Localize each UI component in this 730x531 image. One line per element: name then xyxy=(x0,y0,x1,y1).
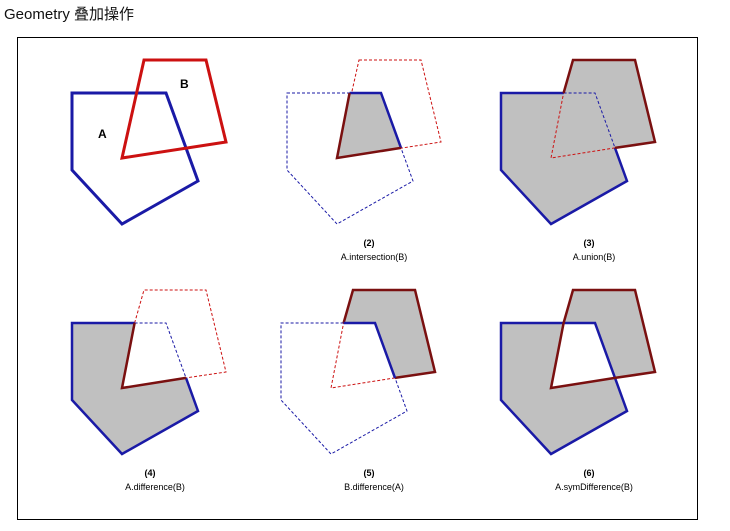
symdifference-edge-b xyxy=(549,288,657,390)
polygon-b xyxy=(120,58,228,160)
caption-number: (6) xyxy=(584,468,595,478)
panel-intersection xyxy=(286,59,442,225)
polygon-a-outline xyxy=(286,92,414,225)
union-edge-b xyxy=(562,58,657,150)
intersection-region xyxy=(337,93,401,158)
label-a: A xyxy=(98,127,107,141)
panel-difference-ab xyxy=(70,289,227,456)
panel-symdifference xyxy=(499,288,657,456)
polygon-a-inner xyxy=(134,322,187,379)
page-title: Geometry 叠加操作 xyxy=(4,6,135,23)
union-edge-a xyxy=(499,91,629,226)
polygon-a-outer xyxy=(280,322,408,455)
panel-original: A B xyxy=(70,58,228,226)
polygon-b-inner xyxy=(550,92,616,159)
caption-expression: A.intersection(B) xyxy=(341,252,408,262)
polygon-b-outer xyxy=(134,289,227,379)
difference-edge-a xyxy=(70,321,200,456)
panel-difference-ba xyxy=(280,288,437,455)
label-b: B xyxy=(180,77,189,91)
polygon-b-inner xyxy=(330,322,396,389)
union-region xyxy=(501,60,655,224)
captions: (2) A.intersection(B) (3) A.union(B) (4)… xyxy=(125,238,633,492)
difference-edge-b xyxy=(120,322,187,390)
caption-number: (4) xyxy=(145,468,156,478)
difference-region xyxy=(343,290,435,378)
caption-number: (3) xyxy=(584,238,595,248)
intersection-edge-a xyxy=(349,91,403,149)
caption-expression: A.union(B) xyxy=(573,252,616,262)
caption-number: (5) xyxy=(364,468,375,478)
symdifference-edge-a xyxy=(499,321,629,456)
panel-union xyxy=(499,58,657,226)
caption-number: (2) xyxy=(364,238,375,248)
polygon-a-inner xyxy=(563,92,616,149)
difference-edge-b xyxy=(342,288,437,380)
figure-frame xyxy=(17,37,698,520)
intersection-edge-b xyxy=(335,92,402,160)
difference-region xyxy=(72,323,198,454)
difference-edge-a xyxy=(343,321,397,379)
caption-expression: A.difference(B) xyxy=(125,482,185,492)
polygon-a xyxy=(70,91,200,226)
caption-expression: A.symDifference(B) xyxy=(555,482,633,492)
symdifference-region xyxy=(501,290,655,454)
caption-expression: B.difference(A) xyxy=(344,482,404,492)
